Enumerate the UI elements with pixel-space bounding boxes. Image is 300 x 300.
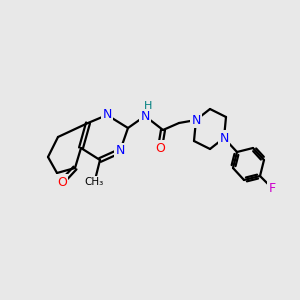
Text: O: O bbox=[57, 176, 67, 188]
Text: N: N bbox=[115, 145, 125, 158]
Text: N: N bbox=[140, 110, 150, 122]
Text: N: N bbox=[191, 113, 201, 127]
Text: CH₃: CH₃ bbox=[84, 177, 104, 187]
Text: F: F bbox=[268, 182, 276, 194]
Text: N: N bbox=[102, 109, 112, 122]
Text: H: H bbox=[144, 101, 152, 111]
Text: O: O bbox=[155, 142, 165, 154]
Text: N: N bbox=[219, 131, 229, 145]
